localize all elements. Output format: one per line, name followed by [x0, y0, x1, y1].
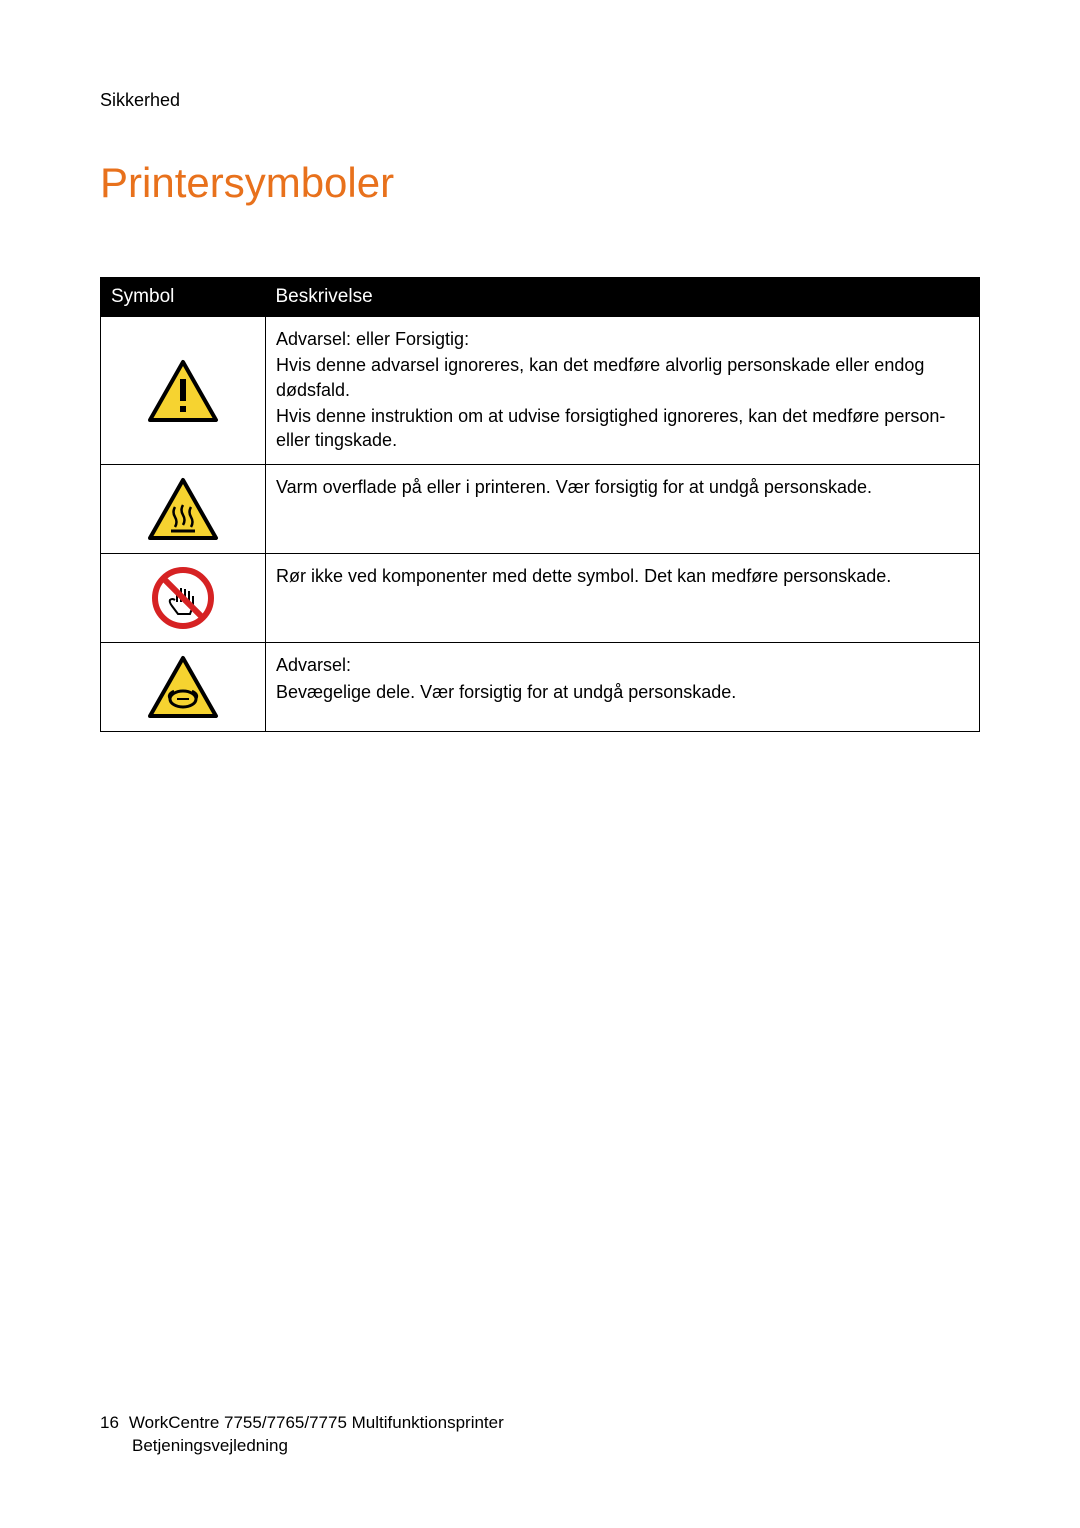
desc-line: Hvis denne instruktion om at udvise fors… [276, 404, 969, 453]
desc-line: Advarsel: eller Forsigtig: [276, 327, 969, 351]
table-row: Varm overflade på eller i printeren. Vær… [101, 465, 980, 554]
desc-line: Rør ikke ved komponenter med dette symbo… [276, 564, 969, 588]
warning-exclamation-icon [147, 359, 219, 423]
footer-line-2: Betjeningsvejledning [132, 1435, 504, 1458]
desc-cell: Advarsel: eller Forsigtig: Hvis denne ad… [266, 317, 980, 465]
desc-cell: Advarsel: Bevægelige dele. Vær forsigtig… [266, 643, 980, 732]
table-row: Advarsel: eller Forsigtig: Hvis denne ad… [101, 317, 980, 465]
section-label: Sikkerhed [100, 90, 980, 111]
table-row: Advarsel: Bevægelige dele. Vær forsigtig… [101, 643, 980, 732]
page-number: 16 [100, 1412, 119, 1435]
desc-cell: Varm overflade på eller i printeren. Vær… [266, 465, 980, 554]
warning-hot-icon [147, 477, 219, 541]
warning-moving-icon [147, 655, 219, 719]
table-row: Rør ikke ved komponenter med dette symbo… [101, 554, 980, 643]
page-footer: 16 WorkCentre 7755/7765/7775 Multifunktio… [100, 1412, 504, 1458]
footer-line-1: WorkCentre 7755/7765/7775 Multifunktions… [129, 1413, 504, 1432]
desc-line: Bevægelige dele. Vær forsigtig for at un… [276, 680, 969, 704]
desc-line: Hvis denne advarsel ignoreres, kan det m… [276, 353, 969, 402]
col-header-desc: Beskrivelse [266, 278, 980, 317]
col-header-symbol: Symbol [101, 278, 266, 317]
desc-cell: Rør ikke ved komponenter med dette symbo… [266, 554, 980, 643]
no-touch-icon [151, 566, 215, 630]
symbol-table: Symbol Beskrivelse Advarsel: eller Forsi… [100, 277, 980, 732]
desc-line: Varm overflade på eller i printeren. Vær… [276, 475, 969, 499]
desc-line: Advarsel: [276, 653, 969, 677]
page-title: Printersymboler [100, 159, 980, 207]
